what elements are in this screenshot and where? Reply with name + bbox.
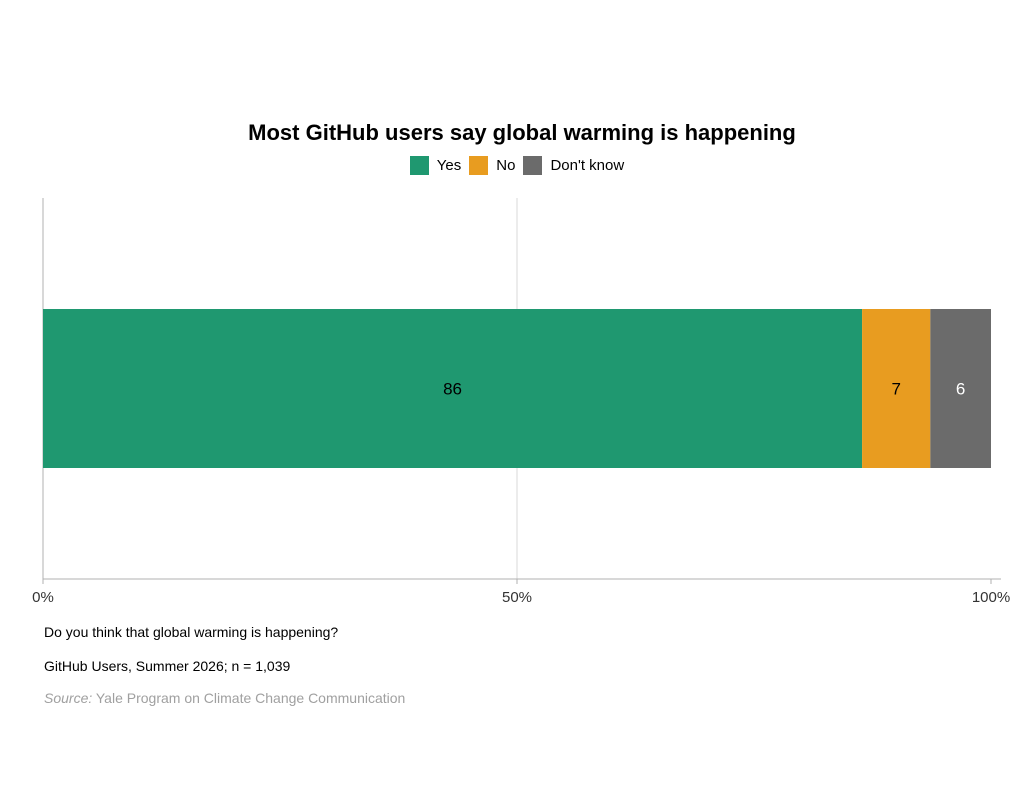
x-tick-label-50: 50% bbox=[502, 589, 532, 606]
x-tick-label-0: 0% bbox=[32, 589, 54, 606]
legend-item-dont-know: Don't know bbox=[523, 156, 624, 175]
x-tick-label-100: 100% bbox=[972, 589, 1010, 606]
legend-swatch-yes bbox=[409, 156, 429, 175]
legend-label-yes: Yes bbox=[436, 157, 462, 174]
legend-label-dont-know: Don't know bbox=[550, 157, 625, 174]
bar-segment-no bbox=[862, 309, 931, 468]
source-text: Source: Yale Program on Climate Change C… bbox=[44, 690, 405, 706]
sample-text: GitHub Users, Summer 2026; n = 1,039 bbox=[44, 658, 291, 674]
source-label: Source: bbox=[44, 690, 93, 706]
data-label-don-t-know: 6 bbox=[956, 380, 965, 399]
bar-segment-yes bbox=[43, 309, 863, 468]
legend-item-no: No bbox=[469, 156, 515, 175]
question-text: Do you think that global warming is happ… bbox=[44, 624, 339, 640]
legend-swatch-dont-know bbox=[523, 156, 543, 175]
legend-item-yes: Yes bbox=[409, 156, 462, 175]
bar-segment-don-t-know bbox=[930, 309, 991, 468]
data-label-yes: 86 bbox=[443, 380, 462, 399]
legend-label-no: No bbox=[496, 157, 516, 174]
source-name: Yale Program on Climate Change Communica… bbox=[92, 690, 406, 706]
chart-title: Most GitHub users say global warming is … bbox=[248, 120, 796, 145]
legend: Yes No Don't know bbox=[0, 156, 1024, 175]
legend-swatch-no bbox=[469, 156, 489, 175]
data-label-no: 7 bbox=[891, 380, 900, 399]
